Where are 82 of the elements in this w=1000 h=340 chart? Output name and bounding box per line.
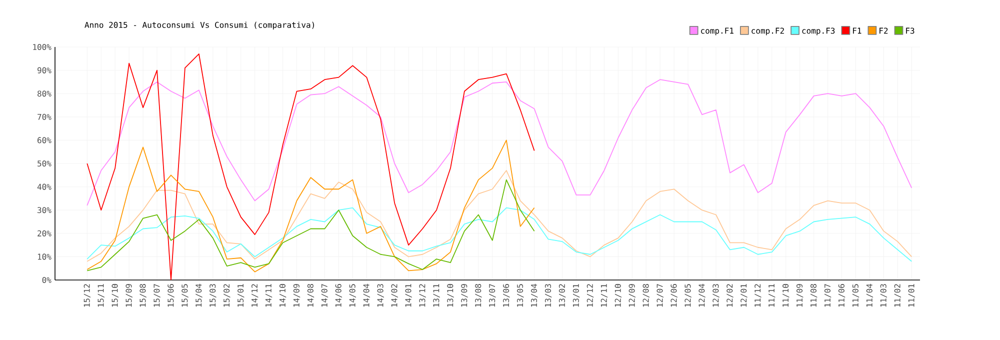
chart-title: Anno 2015 - Autoconsumi Vs Consumi (comparativa) (84, 22, 314, 30)
x-tick-label: 12/02 (726, 284, 734, 307)
y-tick-label: 10% (38, 254, 52, 260)
x-tick-label: 11/01 (908, 284, 915, 307)
x-tick-label: 11/10 (782, 284, 790, 307)
legend-label: comp.F2 (752, 28, 784, 36)
y-tick-label: 90% (38, 67, 52, 74)
x-tick-label: 14/12 (251, 284, 258, 307)
x-tick-label: 15/06 (168, 284, 174, 307)
x-tick-label: 13/12 (419, 284, 426, 307)
legend-label: F3 (906, 28, 914, 34)
line-series (86, 170, 912, 262)
x-tick-label: 15/12 (84, 284, 90, 307)
x-tick-label: 14/05 (349, 284, 356, 307)
x-tick-label: 15/01 (238, 284, 244, 307)
x-tick-label: 14/04 (363, 284, 370, 307)
x-tick-label: 12/10 (614, 284, 622, 307)
x-tick-label: 15/10 (112, 284, 118, 307)
x-tick-label: 11/04 (866, 284, 874, 307)
legend-label: comp.F3 (802, 28, 835, 36)
x-tick-label: 14/02 (391, 284, 398, 307)
x-tick-label: 12/09 (628, 284, 636, 307)
x-tick-label: 14/06 (335, 284, 342, 307)
y-tick-label: 0% (42, 276, 52, 284)
x-tick-label: 13/05 (517, 284, 524, 307)
x-tick-label: 13/07 (489, 284, 496, 307)
legend-label: comp.F1 (701, 28, 734, 36)
y-tick-label: 50% (38, 160, 52, 167)
x-tick-label: 14/11 (266, 284, 272, 307)
x-tick-label: 13/06 (503, 284, 510, 307)
x-tick-label: 15/11 (98, 284, 104, 307)
line-series (86, 140, 535, 272)
x-tick-label: 13/03 (544, 284, 552, 307)
legend-label: F1 (853, 28, 862, 34)
x-tick-label: 11/02 (894, 284, 901, 307)
x-tick-label: 13/01 (572, 284, 580, 307)
line-series (86, 54, 535, 280)
x-tick-label: 15/03 (210, 284, 216, 307)
y-tick-label: 20% (38, 230, 52, 236)
y-tick-label: 30% (38, 207, 52, 214)
x-tick-label: 13/11 (433, 284, 440, 307)
x-tick-label: 11/07 (824, 284, 832, 307)
x-tick-label: 14/09 (293, 284, 300, 307)
line-series (86, 179, 535, 272)
legend-label: F2 (880, 28, 888, 34)
x-tick-label: 15/02 (224, 284, 230, 307)
y-tick-label: 70% (38, 114, 52, 120)
x-tick-label: 12/11 (600, 284, 608, 307)
x-tick-label: 14/10 (279, 284, 286, 307)
y-tick-label: 100% (33, 44, 52, 50)
x-tick-label: 14/03 (377, 284, 384, 307)
x-tick-label: 11/12 (754, 284, 762, 307)
x-tick-label: 13/02 (558, 284, 566, 307)
x-tick-label: 12/06 (670, 284, 678, 307)
x-tick-label: 15/07 (154, 284, 160, 307)
x-tick-label: 13/09 (461, 284, 468, 307)
y-tick-label: 40% (37, 184, 52, 190)
x-tick-label: 15/05 (182, 284, 188, 307)
x-tick-label: 12/04 (698, 284, 706, 307)
y-tick-label: 80% (38, 90, 52, 97)
x-tick-label: 13/04 (530, 284, 538, 307)
x-tick-label: 11/03 (880, 284, 888, 307)
x-tick-label: 15/04 (196, 284, 202, 307)
x-tick-label: 13/10 (447, 284, 454, 307)
y-tick-label: 60% (38, 137, 52, 144)
x-tick-label: 11/05 (852, 284, 860, 307)
x-tick-label: 12/07 (656, 284, 664, 307)
x-tick-label: 12/03 (712, 284, 720, 307)
x-tick-label: 11/06 (838, 284, 846, 307)
x-tick-label: 13/08 (475, 284, 482, 307)
x-tick-label: 12/05 (684, 284, 692, 307)
x-tick-label: 12/12 (586, 284, 594, 307)
x-tick-label: 15/09 (126, 284, 132, 307)
x-tick-label: 12/08 (642, 284, 650, 307)
x-tick-label: 11/08 (810, 284, 818, 307)
x-tick-label: 14/07 (321, 284, 328, 307)
x-tick-label: 14/08 (307, 284, 314, 307)
x-tick-label: 15/08 (140, 284, 146, 307)
x-tick-label: 12/01 (740, 284, 748, 307)
x-tick-label: 11/11 (768, 284, 776, 307)
x-tick-label: 11/09 (796, 284, 804, 307)
x-tick-label: 14/01 (405, 284, 412, 307)
